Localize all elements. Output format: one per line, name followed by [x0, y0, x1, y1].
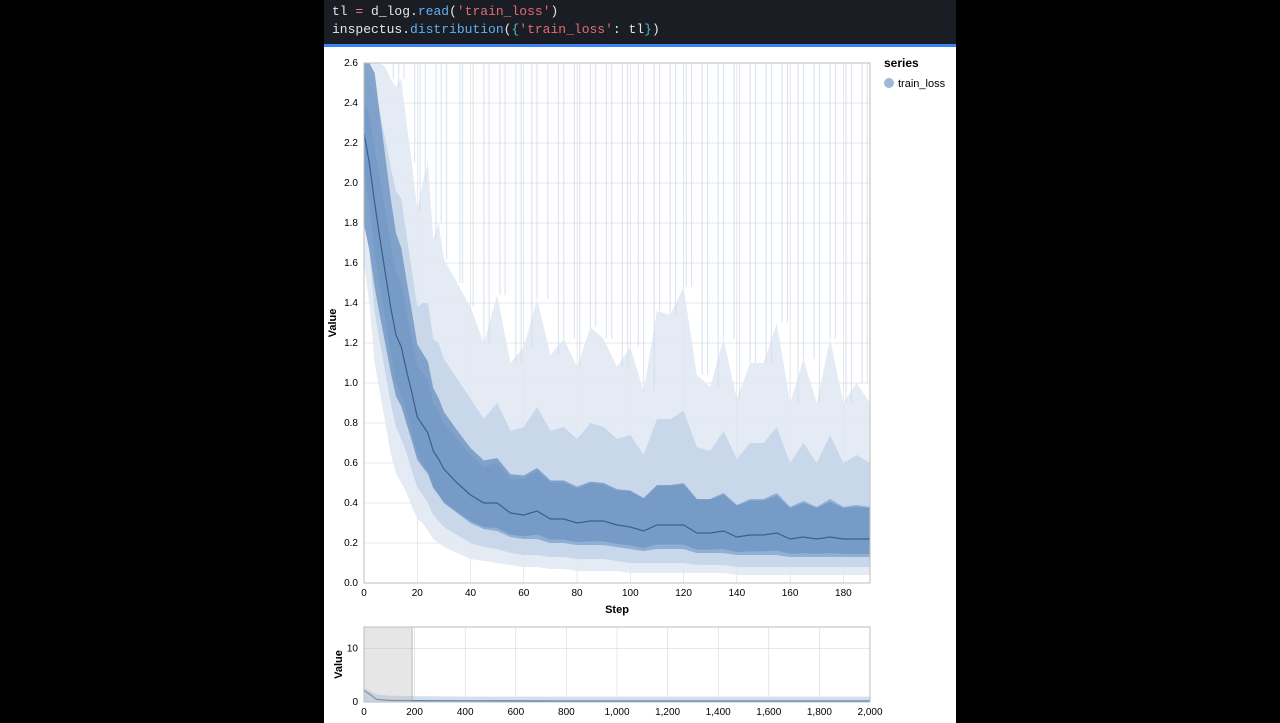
svg-text:1,800: 1,800 — [807, 707, 832, 718]
svg-text:140: 140 — [728, 588, 745, 599]
code-token: tl — [332, 4, 348, 19]
svg-text:0: 0 — [361, 588, 367, 599]
notebook-panel: tl = d_log.read('train_loss') inspectus.… — [324, 0, 956, 720]
svg-text:1.2: 1.2 — [344, 338, 358, 349]
code-token: d_log — [371, 4, 410, 19]
code-token: read — [418, 4, 449, 19]
svg-text:1.0: 1.0 — [344, 378, 358, 389]
svg-text:0.8: 0.8 — [344, 418, 358, 429]
svg-text:1.8: 1.8 — [344, 218, 358, 229]
code-token: . — [410, 4, 418, 19]
svg-text:400: 400 — [457, 707, 474, 718]
svg-text:1,000: 1,000 — [604, 707, 629, 718]
svg-text:Step: Step — [605, 604, 629, 616]
svg-text:40: 40 — [465, 588, 477, 599]
code-token: ) — [652, 22, 660, 37]
code-token: 'train_loss' — [519, 22, 613, 37]
svg-text:2,000: 2,000 — [857, 707, 882, 718]
svg-text:0.4: 0.4 — [344, 498, 358, 509]
overview-grid — [364, 627, 870, 702]
svg-text:2.0: 2.0 — [344, 178, 358, 189]
svg-text:1.6: 1.6 — [344, 258, 358, 269]
svg-text:100: 100 — [622, 588, 639, 599]
code-token: . — [402, 22, 410, 37]
svg-text:200: 200 — [406, 707, 423, 718]
distribution-svg: 0204060801001201401601800.00.20.40.60.81… — [324, 47, 956, 723]
svg-text:180: 180 — [835, 588, 852, 599]
code-token: = — [348, 4, 371, 19]
svg-text:80: 80 — [571, 588, 583, 599]
legend-swatch — [884, 78, 894, 88]
svg-text:0: 0 — [352, 697, 358, 708]
svg-text:0.0: 0.0 — [344, 578, 358, 589]
svg-text:Value: Value — [327, 309, 339, 338]
code-token: ) — [551, 4, 559, 19]
code-token: : — [613, 22, 629, 37]
svg-text:60: 60 — [518, 588, 530, 599]
code-token: } — [644, 22, 652, 37]
svg-text:0: 0 — [361, 707, 367, 718]
chart-output: 0204060801001201401601800.00.20.40.60.81… — [324, 47, 956, 723]
svg-text:20: 20 — [412, 588, 424, 599]
svg-text:1,200: 1,200 — [655, 707, 680, 718]
svg-text:2.2: 2.2 — [344, 138, 358, 149]
code-token: 'train_loss' — [457, 4, 551, 19]
svg-text:0.6: 0.6 — [344, 458, 358, 469]
svg-text:2.4: 2.4 — [344, 98, 358, 109]
code-token: ( — [449, 4, 457, 19]
svg-text:series: series — [884, 56, 919, 70]
svg-text:0.2: 0.2 — [344, 538, 358, 549]
svg-text:1,400: 1,400 — [706, 707, 731, 718]
svg-text:800: 800 — [558, 707, 575, 718]
svg-text:10: 10 — [347, 643, 359, 654]
svg-text:1,600: 1,600 — [756, 707, 781, 718]
code-token: distribution — [410, 22, 504, 37]
code-cell: tl = d_log.read('train_loss') inspectus.… — [324, 0, 956, 47]
svg-text:600: 600 — [507, 707, 524, 718]
svg-text:120: 120 — [675, 588, 692, 599]
svg-text:160: 160 — [782, 588, 799, 599]
code-token: tl — [629, 22, 645, 37]
svg-text:train_loss: train_loss — [898, 78, 946, 90]
overview-brush[interactable] — [364, 627, 412, 702]
svg-text:2.6: 2.6 — [344, 58, 358, 69]
code-token: inspectus — [332, 22, 402, 37]
svg-text:Value: Value — [333, 650, 345, 679]
svg-text:1.4: 1.4 — [344, 298, 358, 309]
